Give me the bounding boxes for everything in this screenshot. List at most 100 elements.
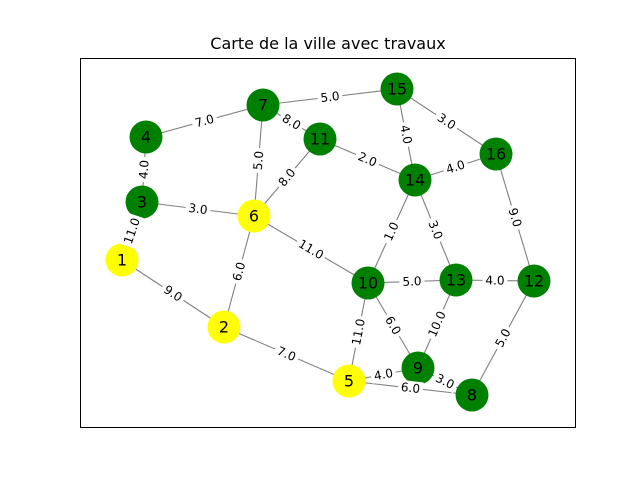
edge-label-background (490, 323, 516, 353)
edge-label-background (348, 314, 369, 350)
edge-weight-label: 10.0 (425, 309, 448, 339)
node-circle (105, 243, 139, 277)
node-label: 2 (219, 318, 229, 337)
node-1: 1 (105, 243, 139, 277)
edge-label-11-14: 2.0 (353, 148, 382, 171)
node-3: 3 (125, 185, 159, 219)
edge-label-background (316, 88, 344, 106)
edge-label-12-8: 5.0 (490, 323, 516, 353)
node-label: 12 (524, 272, 544, 291)
node-circle (125, 185, 159, 219)
node-10: 10 (351, 266, 385, 300)
edge-label-background (228, 257, 250, 286)
node-circle (479, 137, 513, 171)
node-label: 6 (249, 207, 259, 226)
edge-weight-label: 2.0 (356, 149, 379, 169)
node-label: 10 (358, 274, 378, 293)
edge-label-background (432, 108, 461, 135)
edge-label-2-5: 7.0 (272, 342, 301, 366)
edge-weight-label: 6.0 (230, 260, 248, 282)
node-circle (455, 378, 489, 412)
edge-label-background (482, 273, 508, 288)
node-14: 14 (398, 163, 432, 197)
edge-label-11-6: 8.0 (273, 163, 301, 192)
edge-label-7-15: 5.0 (316, 88, 344, 106)
edge-weight-label: 4.0 (373, 366, 394, 383)
edge-label-6-2: 6.0 (228, 257, 250, 286)
node-9: 9 (401, 351, 435, 385)
node-11: 11 (303, 122, 337, 156)
edge-weight-label: 5.0 (402, 274, 422, 289)
edge-label-background (277, 109, 306, 135)
edge-weight-label: 5.0 (320, 89, 341, 105)
node-circle (398, 163, 432, 197)
node-circle (246, 88, 280, 122)
edge-label-4-7: 7.0 (190, 110, 219, 132)
node-4: 4 (129, 120, 163, 154)
graph-title: Carte de la ville avec travaux (210, 34, 445, 53)
edge-label-4-3: 4.0 (136, 156, 152, 183)
node-circle (517, 264, 551, 298)
edge-label-background (424, 215, 447, 245)
edge-weight-label: 4.0 (397, 124, 414, 145)
edge-label-background (190, 110, 219, 132)
node-label: 4 (141, 128, 151, 147)
edge-label-1-2: 9.0 (158, 280, 188, 307)
edge-label-background (158, 280, 188, 307)
edge-label-3-6: 3.0 (184, 200, 212, 218)
edge-label-14-13: 3.0 (424, 215, 447, 245)
node-12: 12 (517, 264, 551, 298)
node-label: 11 (310, 130, 330, 149)
edge-label-7-6: 5.0 (250, 147, 267, 174)
edge-label-7-11: 8.0 (277, 109, 306, 135)
node-6: 6 (237, 199, 271, 233)
node-circle (351, 266, 385, 300)
edge-label-background (380, 311, 406, 340)
edge-weight-label: 5.0 (251, 150, 266, 170)
edge-weight-label: 7.0 (275, 344, 298, 364)
edge-weight-label: 11.0 (349, 318, 368, 347)
edge-label-15-14: 4.0 (396, 120, 416, 149)
edge-label-background (273, 163, 301, 192)
edge-weight-label: 4.0 (444, 157, 466, 176)
edge-label-6-10: 11.0 (293, 235, 329, 264)
edge-label-5-8: 6.0 (397, 379, 424, 397)
node-label: 1 (117, 251, 127, 270)
edge-weight-label: 9.0 (506, 206, 525, 228)
node-label: 14 (405, 171, 425, 190)
node-16: 16 (479, 137, 513, 171)
edge-label-10-9: 6.0 (380, 311, 406, 340)
node-label: 8 (467, 386, 477, 405)
edge-label-background (120, 213, 144, 249)
node-5: 5 (332, 364, 366, 398)
edge-label-background (379, 217, 404, 246)
edge-label-background (396, 120, 416, 149)
edge-label-background (397, 379, 424, 397)
node-circle (207, 310, 241, 344)
edge-weight-label: 4.0 (136, 160, 151, 180)
node-7: 7 (246, 88, 280, 122)
edge-label-16-12: 9.0 (504, 203, 526, 232)
node-label: 3 (137, 193, 147, 212)
node-label: 9 (413, 359, 423, 378)
node-15: 15 (380, 72, 414, 106)
edge-label-background (369, 365, 398, 384)
edge-label-background (424, 306, 450, 342)
edge-weight-label: 6.0 (400, 380, 421, 396)
node-circle (129, 120, 163, 154)
edge-weight-label: 7.0 (193, 112, 215, 131)
edge-label-background (293, 235, 329, 264)
edge-label-10-13: 5.0 (399, 274, 425, 289)
edge-label-5-9: 4.0 (369, 365, 398, 384)
node-circle (332, 364, 366, 398)
node-8: 8 (455, 378, 489, 412)
edge-weight-label: 11.0 (121, 216, 143, 246)
node-circle (380, 72, 414, 106)
edge-label-15-16: 3.0 (432, 108, 461, 135)
edge-label-3-1: 11.0 (120, 213, 144, 249)
node-2: 2 (207, 310, 241, 344)
edge-label-13-9: 10.0 (424, 306, 450, 342)
edge-label-background (441, 156, 470, 178)
